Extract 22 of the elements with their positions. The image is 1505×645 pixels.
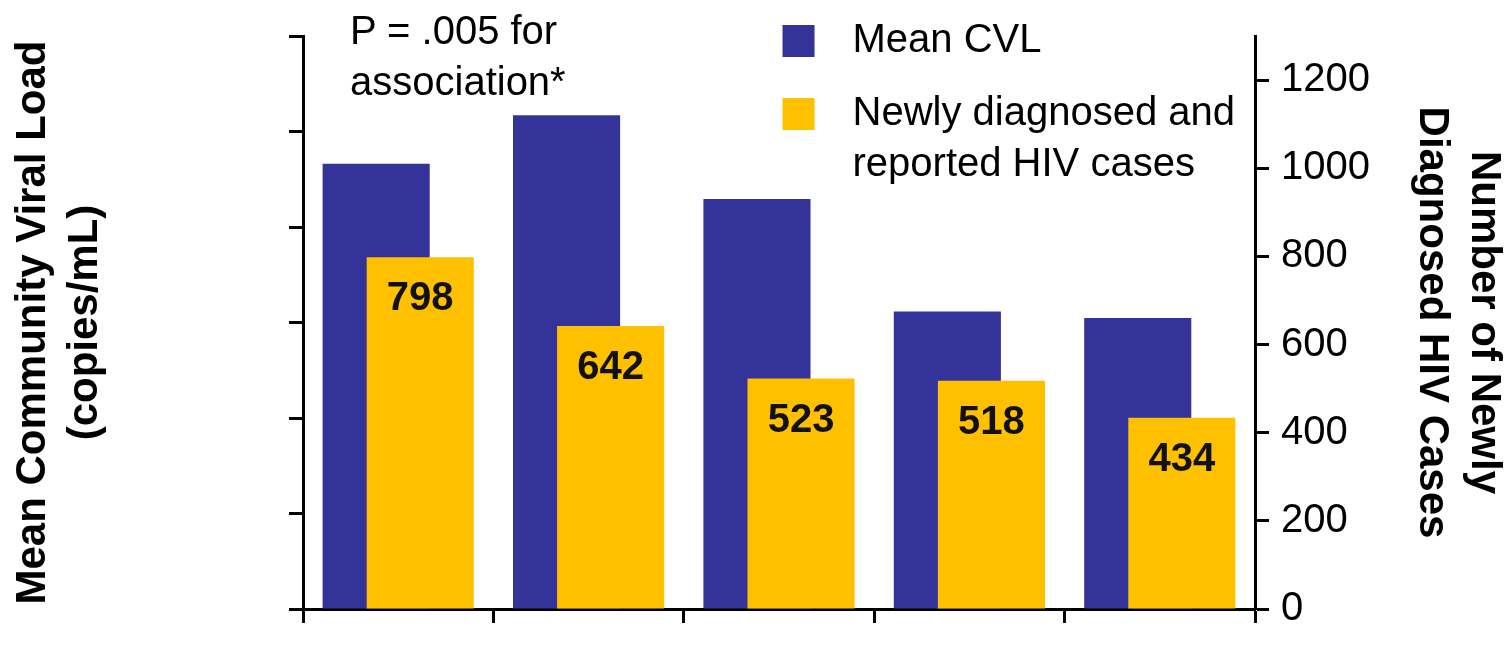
data-label: 434 bbox=[1148, 434, 1216, 479]
bar bbox=[366, 257, 474, 609]
y2-axis-title: Mean Community Viral Load (copies/mL) bbox=[6, 40, 106, 605]
bar bbox=[557, 326, 665, 609]
y-tick-label: 400 bbox=[1281, 407, 1348, 452]
bar bbox=[747, 378, 855, 609]
annotation: P = .005 for association* bbox=[350, 8, 566, 104]
y-tick-label: 0 bbox=[1281, 584, 1304, 629]
bar bbox=[1128, 417, 1236, 609]
legend-label: Mean CVL bbox=[852, 16, 1042, 61]
data-label: 798 bbox=[386, 274, 454, 319]
y-tick-label: 1000 bbox=[1281, 143, 1370, 188]
y-tick-label: 600 bbox=[1281, 319, 1348, 364]
y-tick-label: 200 bbox=[1281, 495, 1348, 540]
bar bbox=[937, 380, 1045, 609]
y-tick-label: 1200 bbox=[1281, 55, 1370, 100]
y-tick-label: 800 bbox=[1281, 231, 1348, 276]
data-label: 642 bbox=[577, 343, 645, 388]
y-axis-title: Number of Newly Diagnosed HIV Cases bbox=[1411, 106, 1505, 539]
data-label: 518 bbox=[958, 397, 1025, 442]
legend-label: Newly diagnosed and reported HIV cases bbox=[852, 89, 1235, 185]
data-label: 523 bbox=[767, 395, 835, 440]
